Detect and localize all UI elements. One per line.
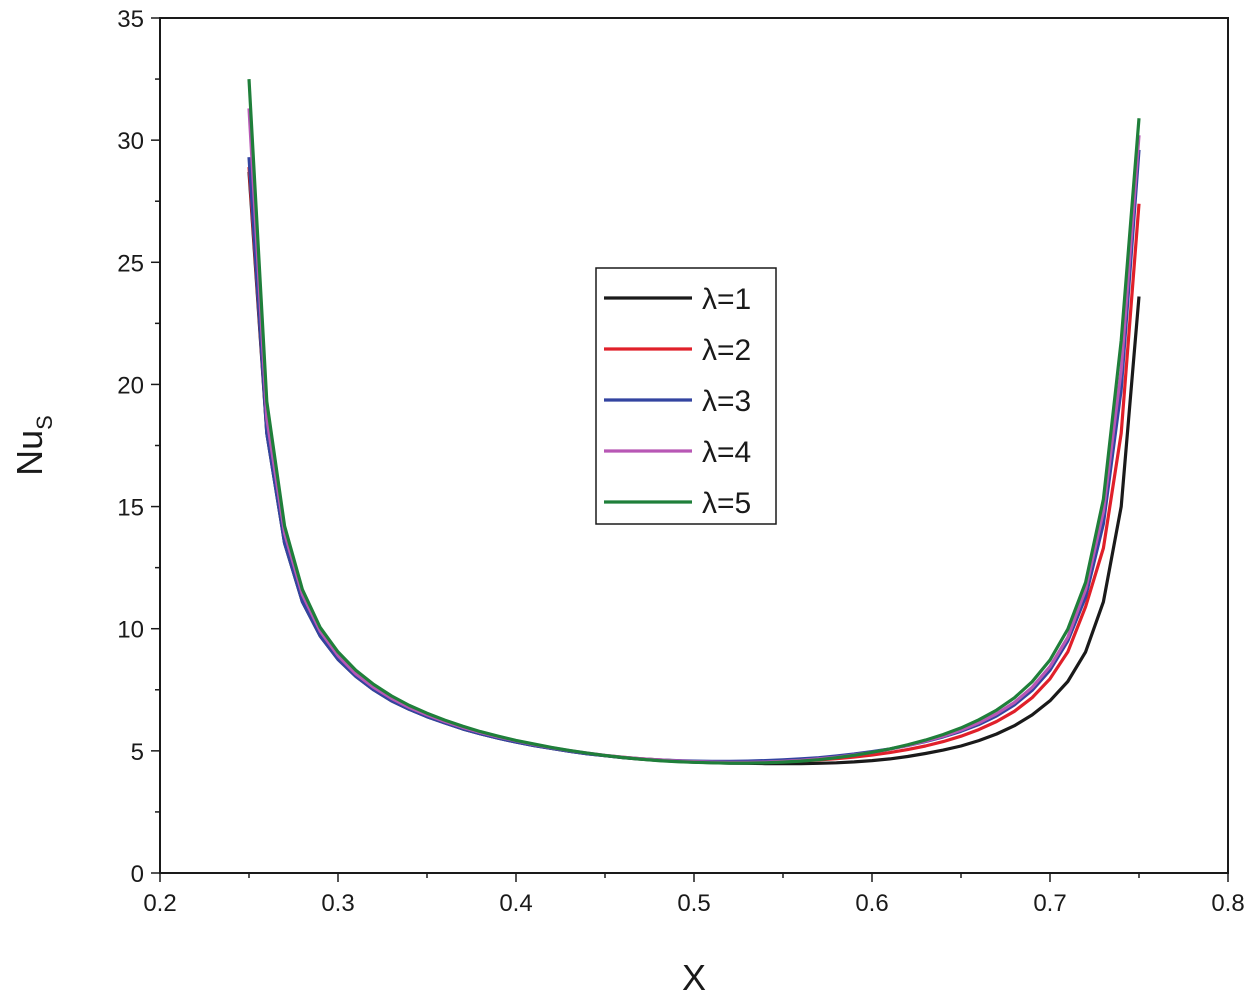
y-tick-label: 0 (131, 861, 144, 888)
legend-label: λ=1 (702, 283, 751, 316)
x-tick-label: 0.7 (1033, 890, 1066, 917)
y-tick-label: 5 (131, 739, 144, 766)
y-tick-label: 10 (117, 617, 144, 644)
y-axis-title: NuS (9, 415, 57, 476)
series-line-5 (247, 79, 1141, 765)
x-axis-title: X (682, 957, 706, 998)
legend-label: λ=2 (702, 334, 751, 367)
legend-label: λ=3 (702, 385, 751, 418)
y-tick-label: 20 (117, 372, 144, 399)
x-tick-label: 0.3 (321, 890, 354, 917)
x-tick-label: 0.4 (499, 890, 532, 917)
legend: λ=1 λ=2 λ=3 λ=4 λ=5 (595, 267, 777, 525)
y-tick-label: 35 (117, 6, 144, 33)
ticks-layer: 0.2 0.3 0.4 0.5 0.6 0.7 0.8 0 5 10 15 20 25 30 35 (117, 6, 1244, 917)
x-tick-label: 0.5 (677, 890, 710, 917)
y-tick-label: 30 (117, 128, 144, 155)
y-tick-label: 25 (117, 250, 144, 277)
y-axis-title-main: Nu (9, 430, 50, 476)
legend-label: λ=4 (702, 436, 751, 469)
x-tick-label: 0.2 (143, 890, 176, 917)
legend-box (595, 267, 777, 525)
y-axis-title-subscript: S (32, 415, 57, 430)
legend-label: λ=5 (702, 487, 751, 520)
series-layer (247, 79, 1141, 766)
svg-text:NuS: NuS (9, 415, 57, 476)
x-tick-label: 0.6 (855, 890, 888, 917)
x-tick-label: 0.8 (1211, 890, 1244, 917)
y-tick-label: 15 (117, 495, 144, 522)
